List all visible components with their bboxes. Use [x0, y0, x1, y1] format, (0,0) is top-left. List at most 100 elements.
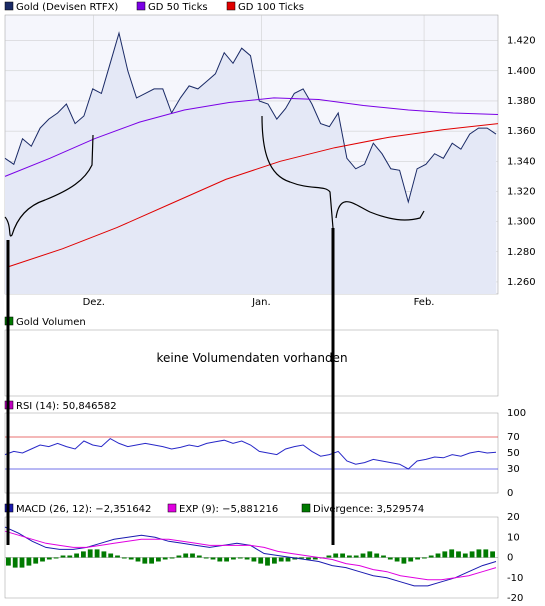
annotation-curve-1: [4, 134, 94, 237]
rsi-y-tick-label: 30: [507, 464, 520, 475]
price-x-axis: Dez. Jan. Feb.: [83, 297, 435, 308]
divergence-bar: [415, 557, 420, 560]
divergence-bar: [401, 557, 407, 564]
price-y-tick-label: 1.260: [507, 277, 536, 288]
price-y-axis: 1.260 1.280 1.300 1.320 1.340 1.360 1.380 1.400…: [507, 36, 536, 288]
price-x-tick-label: Jan.: [251, 297, 271, 308]
divergence-bar: [128, 557, 134, 560]
divergence-bar: [6, 557, 11, 566]
divergence-bar: [183, 553, 189, 558]
price-legend: Gold (Devisen RTFX) GD 50 Ticks GD 100 T…: [4, 1, 304, 13]
divergence-bar: [442, 551, 448, 558]
divergence-bar: [306, 557, 311, 560]
legend-label-gold: Gold (Devisen RTFX): [16, 2, 118, 13]
divergence-bar: [60, 555, 66, 558]
divergence-bar: [285, 557, 291, 562]
divergence-bar: [135, 557, 141, 562]
rsi-y-tick-label: 100: [507, 408, 526, 419]
macd-y-axis: 20 10 0 -10 -20: [507, 512, 523, 604]
price-y-tick-label: 1.320: [507, 186, 536, 197]
divergence-bar: [12, 557, 18, 568]
rsi-y-tick-label: 0: [507, 488, 513, 499]
divergence-bar: [169, 557, 175, 559]
rsi-level-lines: [5, 436, 498, 470]
divergence-bar: [449, 549, 455, 558]
divergence-bar: [394, 557, 400, 562]
divergence-bar: [33, 557, 39, 564]
divergence-bar: [196, 555, 202, 558]
divergence-bar: [210, 557, 216, 560]
divergence-bar: [387, 557, 393, 560]
rsi-legend-label: RSI (14): 50,846582: [16, 401, 117, 412]
rsi-y-axis: 0 30 50 70 100: [507, 408, 526, 499]
price-series-line: [4, 31, 497, 204]
gd50-series-line: [4, 97, 499, 177]
price-y-tick-label: 1.280: [507, 247, 536, 258]
divergence-bar: [74, 553, 79, 558]
legend-item-gd100: GD 100 Ticks: [226, 1, 304, 13]
divergence-bar: [203, 557, 209, 559]
divergence-bar: [469, 551, 475, 558]
macd-y-tick-label: -10: [507, 573, 523, 584]
divergence-bar: [456, 551, 461, 558]
price-y-tick-label: 1.340: [507, 156, 536, 167]
divergence-bar: [142, 557, 148, 564]
legend-swatch-gold: [4, 1, 14, 11]
divergence-swatch: [301, 503, 311, 513]
divergence-bar: [87, 549, 93, 558]
volume-panel: Gold Volumen keine Volumendaten vorhande…: [4, 316, 499, 397]
divergence-bar: [176, 555, 182, 558]
volume-plot-area: [4, 329, 499, 397]
price-y-tick-label: 1.360: [507, 126, 536, 137]
divergence-bar: [162, 557, 168, 560]
divergence-bar: [46, 557, 52, 560]
divergence-bar: [53, 557, 59, 559]
divergence-bar: [340, 553, 345, 558]
divergence-bar: [231, 557, 236, 560]
price-x-tick-label: Dez.: [83, 297, 105, 308]
divergence-bar: [347, 555, 352, 558]
divergence-bar: [422, 557, 427, 559]
macd-legend: MACD (26, 12): −2,351642 EXP (9): −5,881…: [4, 503, 424, 515]
divergence-bar: [381, 555, 386, 558]
divergence-bar: [251, 557, 257, 562]
divergence-bar: [156, 557, 161, 562]
divergence-bar: [476, 549, 482, 558]
legend-swatch-gd50: [136, 1, 146, 11]
divergence-bar: [462, 553, 468, 558]
gd100-series-line: [7, 123, 499, 268]
divergence-bar: [326, 555, 332, 558]
divergence-bar: [483, 549, 489, 558]
divergence-bar: [67, 555, 73, 558]
divergence-bar: [19, 557, 25, 568]
legend-item-gd50: GD 50 Ticks: [136, 1, 208, 13]
divergence-bar: [374, 553, 380, 558]
divergence-bar: [408, 557, 414, 562]
divergence-bar: [101, 551, 107, 558]
annotation-curve-3: [335, 201, 425, 221]
divergence-bar: [40, 557, 45, 562]
divergence-bar: [244, 557, 250, 560]
divergence-bar: [190, 553, 195, 558]
macd-y-tick-label: 0: [507, 553, 513, 564]
legend-label-gd100: GD 100 Ticks: [238, 2, 304, 13]
divergence-bar: [224, 557, 229, 562]
price-area-fill: [5, 33, 496, 294]
divergence-bar: [490, 551, 495, 558]
divergence-bar: [265, 557, 270, 566]
exp-series-line: [4, 530, 497, 581]
macd-y-tick-label: 10: [507, 532, 520, 543]
rsi-y-tick-label: 70: [507, 432, 520, 443]
divergence-bar: [353, 555, 359, 558]
divergence-bar: [312, 557, 318, 560]
divergence-bar: [278, 557, 284, 562]
legend-item-gold: Gold (Devisen RTFX): [4, 1, 118, 13]
macd-y-tick-label: 20: [507, 512, 520, 523]
price-x-tick-label: Feb.: [414, 297, 435, 308]
exp-legend-label: EXP (9): −5,881216: [179, 504, 278, 515]
divergence-bar: [435, 553, 441, 558]
divergence-bar: [108, 553, 114, 558]
rsi-plot-area: [4, 412, 499, 494]
rsi-series-line: [4, 437, 497, 470]
